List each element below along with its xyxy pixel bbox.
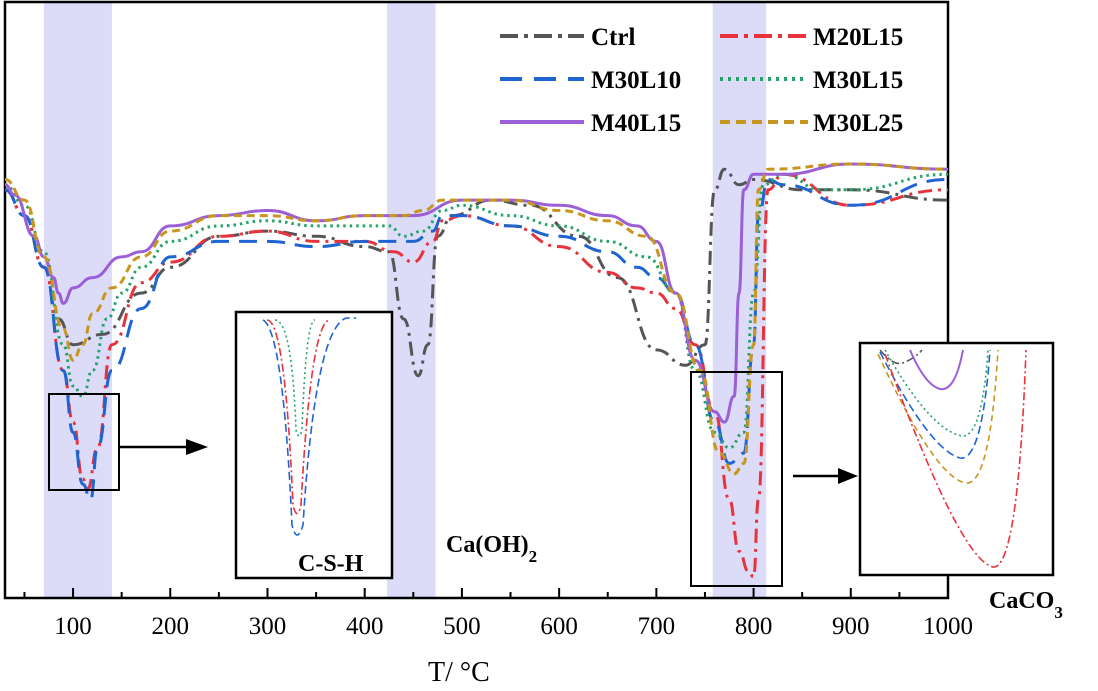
x-axis-ticks: 100 200 300 400 500 600 700 800 900 1000: [23, 588, 973, 640]
legend-label-m30l10: M30L10: [591, 67, 681, 94]
inset-csh-line-m20l15: [266, 319, 331, 515]
x-tick-label-500: 500: [443, 613, 481, 640]
inset-caco3-line-m30l15: [884, 349, 989, 437]
inset-caco3-line-m30l10: [879, 349, 991, 459]
series-line-m20l15: [4, 172, 949, 579]
series-line-m40l15: [4, 162, 949, 424]
series-lines: [4, 162, 949, 579]
legend-label-m30l25: M30L25: [813, 110, 903, 137]
x-tick-label-200: 200: [152, 613, 190, 640]
highlight-bands: [43, 2, 767, 598]
plot-frame: [3, 0, 950, 600]
label-caoh2: Ca(OH)2: [446, 532, 537, 566]
label-caoh2-subscript: 2: [529, 547, 538, 566]
inset-csh-line-m30l15: [274, 319, 316, 437]
inset-csh-line-m30l10: [262, 317, 356, 536]
label-caco3: CaCO3: [989, 588, 1063, 622]
inset-caco3: [858, 341, 1055, 577]
series-line-m30l25: [4, 162, 949, 476]
inset-caco3-line-ctrl: [879, 349, 923, 365]
x-tick-label-700: 700: [638, 613, 676, 640]
series-line-m30l10: [4, 177, 949, 502]
inset-csh-frame: [234, 310, 394, 580]
inset-csh: C-S-H: [234, 310, 394, 580]
inset-caco3-line-m20l15: [884, 349, 1027, 568]
x-tick-label-300: 300: [249, 613, 287, 640]
inset-caco3-line-m30l25: [877, 349, 999, 484]
x-axis-title: T/ °C: [428, 657, 490, 688]
x-tick-label-100: 100: [54, 613, 92, 640]
inset-caco3-frame: [858, 341, 1055, 577]
x-tick-label-1000: 1000: [923, 613, 973, 640]
zoom-region-caco3: [690, 371, 783, 587]
x-tick-label-900: 900: [832, 613, 870, 640]
zoom-region-csh: [48, 393, 120, 491]
highlight-band-2: [387, 2, 436, 598]
x-tick-label-600: 600: [540, 613, 578, 640]
arrow-caco3: [793, 468, 858, 484]
legend-label-m30l15: M30L15: [813, 67, 903, 94]
legend-label-m40l15: M40L15: [591, 110, 681, 137]
legend-label-m20l15: M20L15: [813, 24, 903, 51]
x-tick-label-400: 400: [346, 613, 384, 640]
label-caco3-subscript: 3: [1054, 603, 1063, 622]
arrow-csh: [120, 439, 208, 455]
label-csh: C-S-H: [298, 551, 364, 577]
legend: Ctrl M20L15 M30L10 M30L15 M40L15 M30L25: [500, 24, 903, 137]
series-line-m30l15: [4, 172, 949, 450]
inset-caco3-line-m40l15: [909, 349, 964, 391]
legend-label-ctrl: Ctrl: [591, 24, 635, 51]
series-line-ctrl: [4, 167, 949, 378]
x-tick-label-800: 800: [735, 613, 773, 640]
